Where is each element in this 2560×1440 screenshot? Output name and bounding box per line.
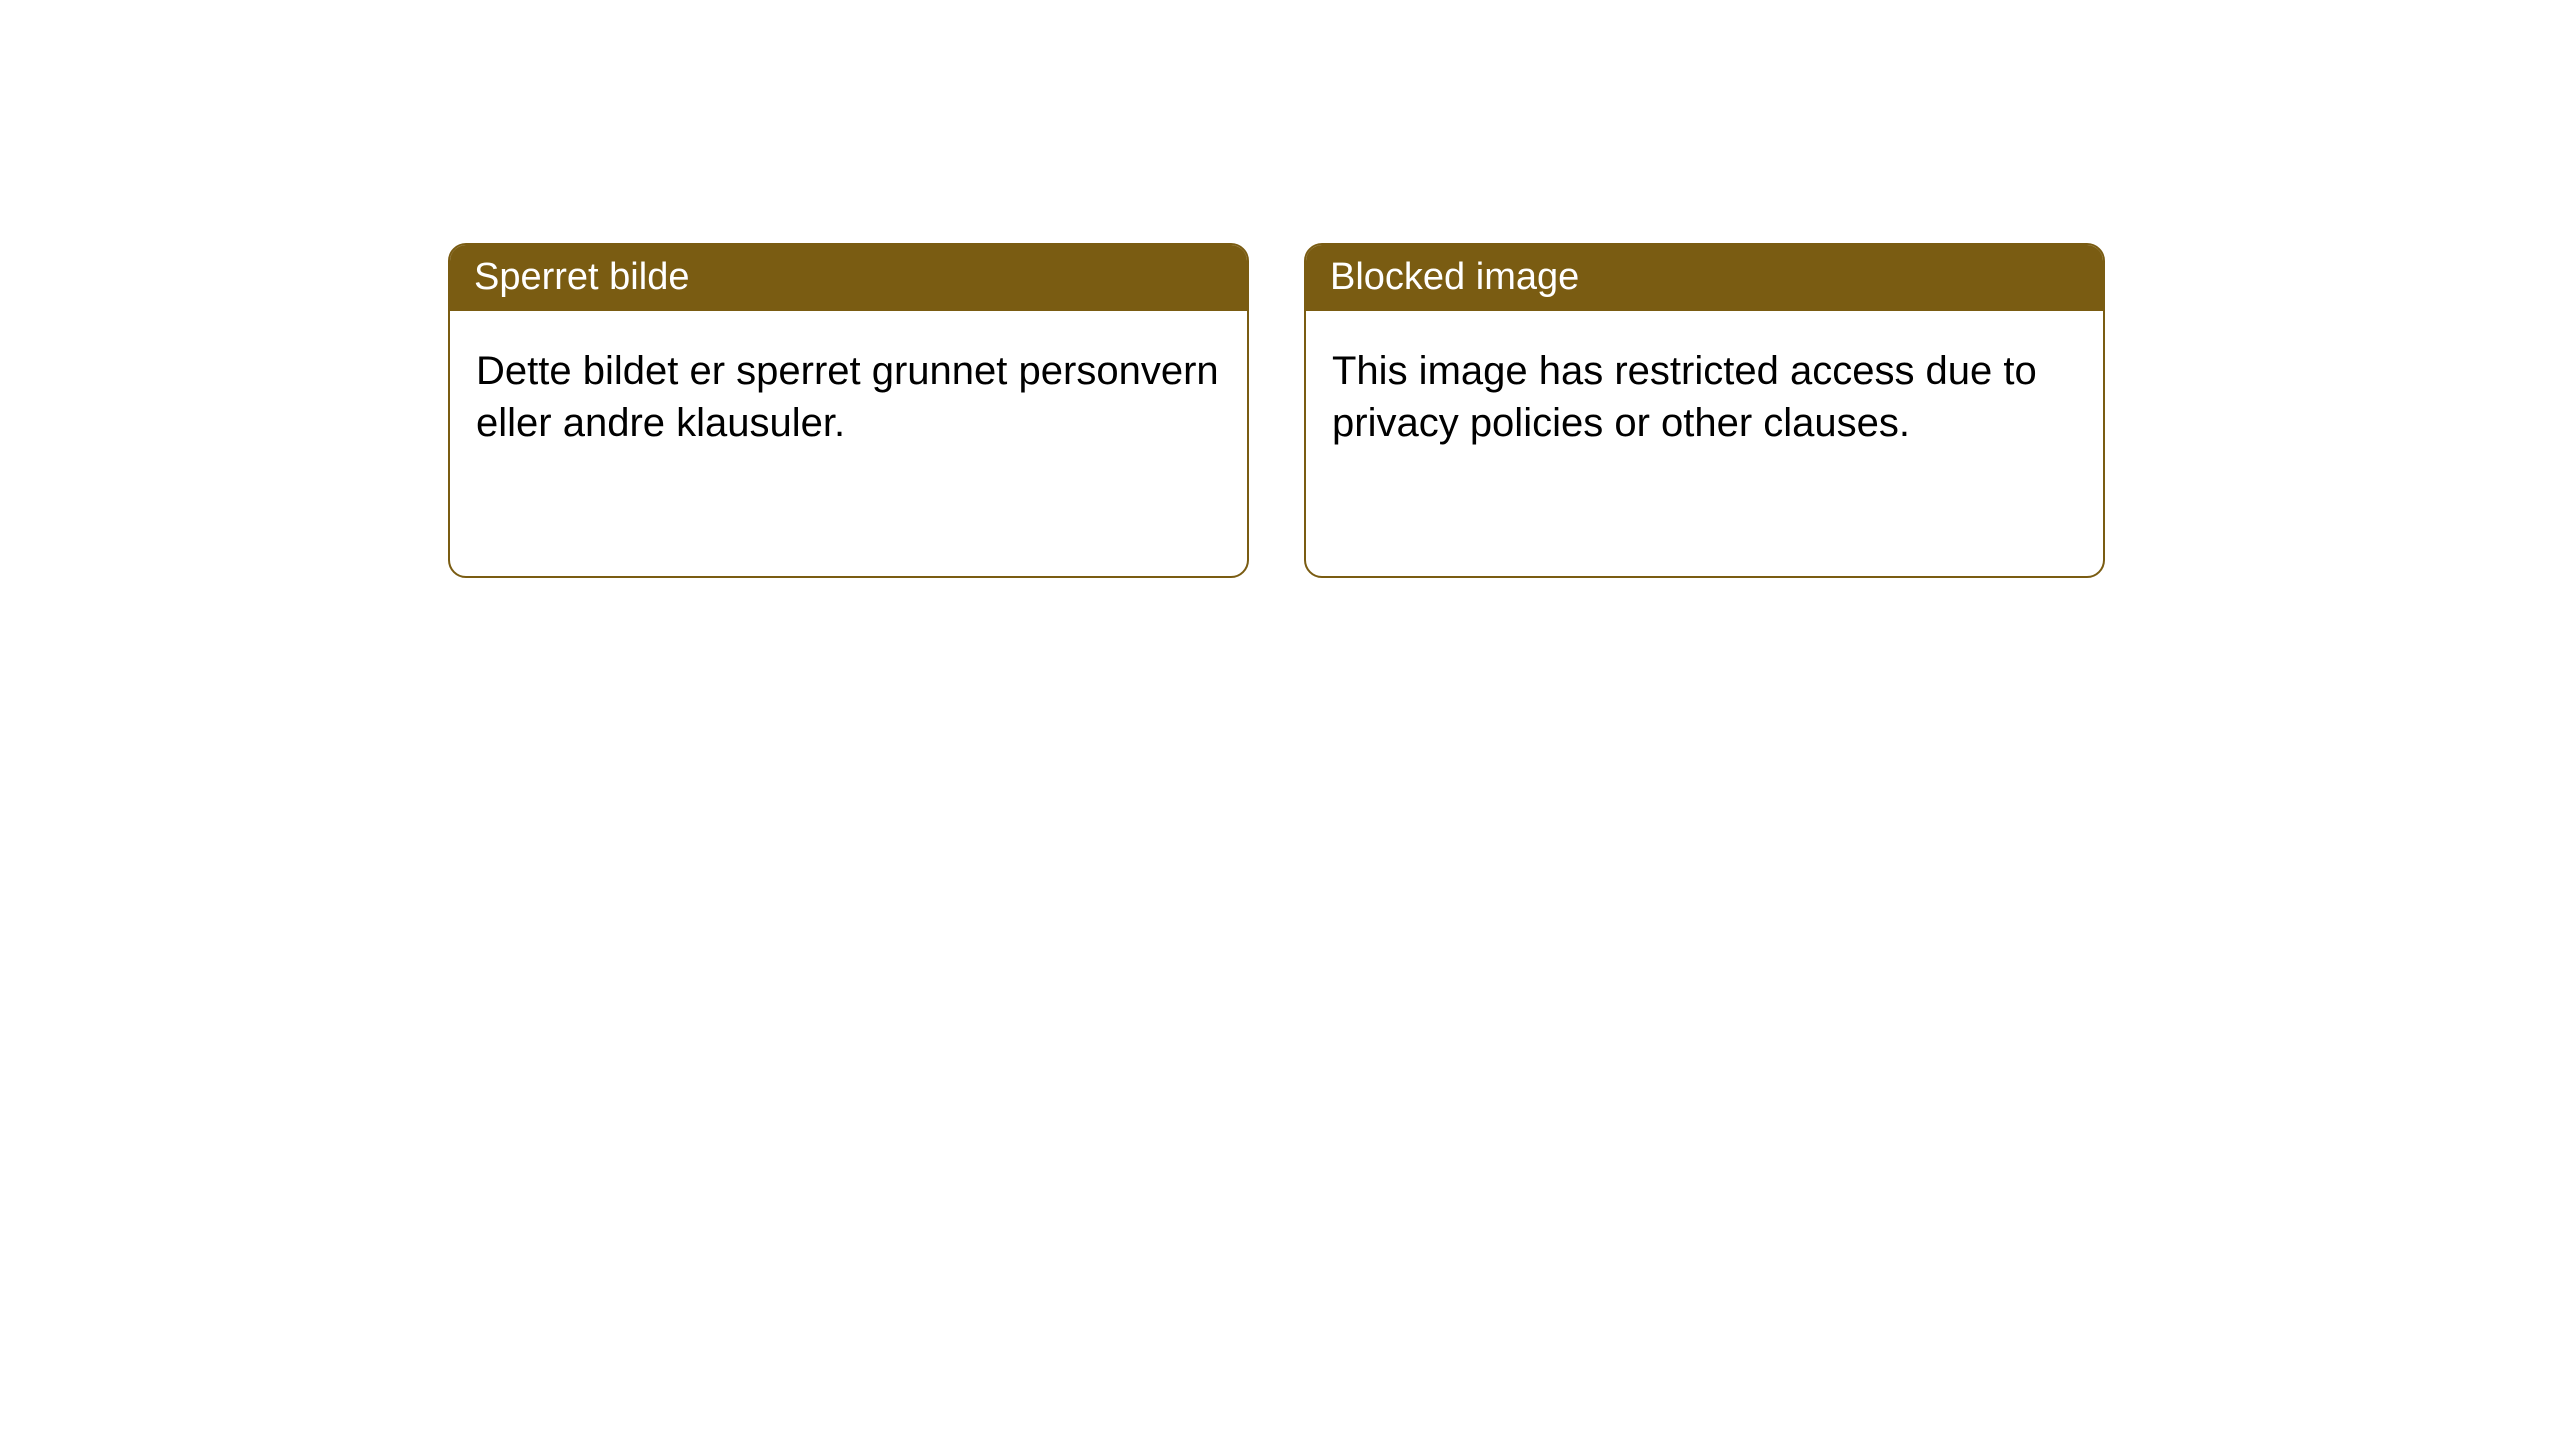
card-english: Blocked image This image has restricted … — [1304, 243, 2105, 578]
card-title-norwegian: Sperret bilde — [474, 256, 689, 298]
card-norwegian: Sperret bilde Dette bildet er sperret gr… — [448, 243, 1249, 578]
card-title-english: Blocked image — [1330, 256, 1579, 298]
card-body-norwegian: Dette bildet er sperret grunnet personve… — [450, 311, 1247, 483]
card-header-norwegian: Sperret bilde — [450, 245, 1247, 311]
card-text-norwegian: Dette bildet er sperret grunnet personve… — [476, 349, 1219, 445]
card-body-english: This image has restricted access due to … — [1306, 311, 2103, 483]
card-text-english: This image has restricted access due to … — [1332, 349, 2037, 445]
card-header-english: Blocked image — [1306, 245, 2103, 311]
cards-container: Sperret bilde Dette bildet er sperret gr… — [0, 0, 2560, 578]
